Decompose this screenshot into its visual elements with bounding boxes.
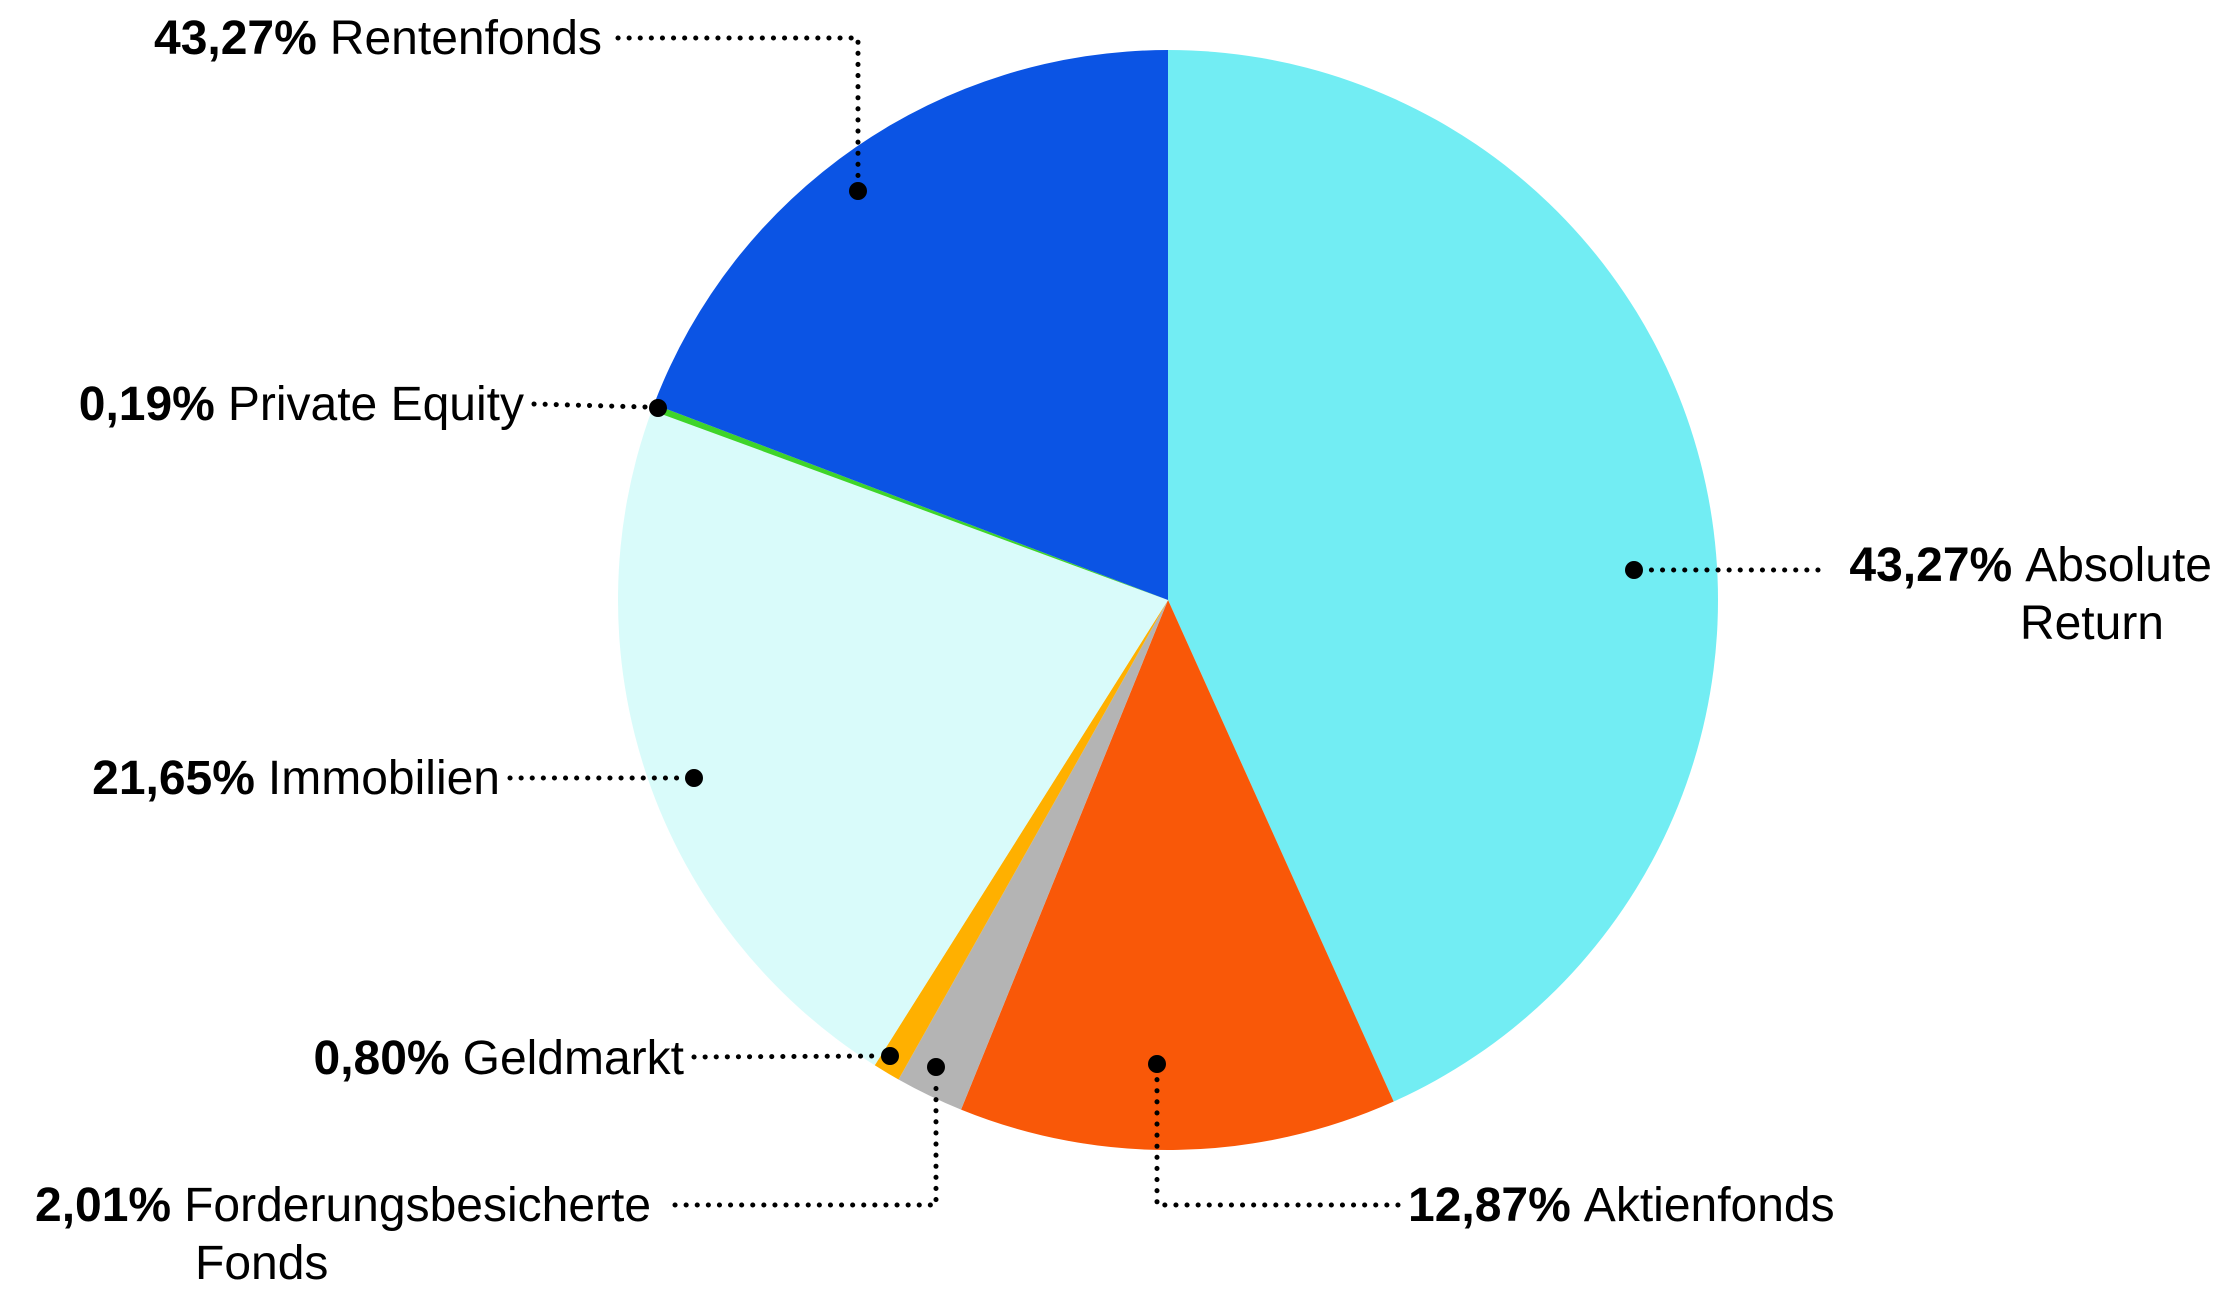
pie-slice-geldmarkt — [874, 600, 1168, 1080]
leader-dot-immobilien — [685, 769, 703, 787]
label-private-equity: 0,19% Private Equity — [79, 376, 524, 434]
label-aktienfonds-pct: 12,87% — [1408, 1179, 1571, 1232]
label-geldmarkt-pct: 0,80% — [313, 1032, 450, 1085]
label-geldmarkt: 0,80% Geldmarkt — [314, 1030, 685, 1088]
label-absolute-pct: 43,27% — [1849, 539, 2013, 592]
label-forderungsbesicherte-fonds: 2,01% Forderungsbesicherte Fonds — [35, 1177, 651, 1292]
label-immobilien: 21,65% Immobilien — [92, 750, 500, 808]
leader-line-private-equity — [531, 401, 649, 410]
label-forderung-line2: Fonds — [35, 1235, 651, 1292]
label-absolute-line1: 43,27% Absolute — [1830, 537, 2212, 595]
label-forderung-name1: Forderungsbesicherte — [184, 1179, 652, 1232]
label-rentenfonds-name: Rentenfonds — [329, 12, 602, 65]
pie-slice-absolute-return — [1168, 50, 1719, 1102]
label-absolute-return: 43,27% Absolute Return — [1830, 537, 2212, 653]
leader-dot-rentenfonds — [849, 182, 867, 200]
pie-slice-forderungsbesicherte-fonds — [898, 600, 1168, 1110]
leader-line-forderungsbesicherte-fonds — [672, 1075, 939, 1208]
pie-slice-aktienfonds — [961, 600, 1394, 1151]
leader-line-rentenfonds — [615, 35, 861, 185]
leader-dot-private-equity — [649, 399, 667, 417]
label-absolute-line2: Return — [1830, 595, 2212, 653]
label-aktienfonds: 12,87% Aktienfonds — [1408, 1177, 1835, 1235]
pie-slice-rentenfonds — [654, 50, 1168, 600]
label-rentenfonds-pct: 43,27% — [154, 12, 317, 65]
leader-dot-forderungsbesicherte-fonds — [927, 1058, 945, 1076]
label-forderung-line1: 2,01% Forderungsbesicherte — [35, 1177, 651, 1235]
label-forderung-name2: Fonds — [195, 1237, 329, 1290]
leader-dot-geldmarkt — [881, 1047, 899, 1065]
label-private-equity-name: Private Equity — [227, 378, 524, 431]
label-forderung-pct: 2,01% — [35, 1179, 172, 1232]
label-immobilien-pct: 21,65% — [92, 752, 255, 805]
label-absolute-name2: Return — [2019, 597, 2164, 650]
label-immobilien-name: Immobilien — [267, 752, 500, 805]
label-rentenfonds: 43,27% Rentenfonds — [154, 10, 602, 68]
label-private-equity-pct: 0,19% — [78, 378, 215, 431]
label-geldmarkt-name: Geldmarkt — [462, 1032, 684, 1085]
pie-slice-private-equity — [651, 404, 1168, 600]
leader-line-geldmarkt — [691, 1053, 883, 1060]
pie-slice-immobilien — [618, 410, 1168, 1066]
leader-dot-absolute-return — [1625, 561, 1643, 579]
label-aktienfonds-name: Aktienfonds — [1583, 1179, 1835, 1232]
label-absolute-name1: Absolute — [2025, 539, 2212, 592]
leader-dot-aktienfonds — [1148, 1055, 1166, 1073]
